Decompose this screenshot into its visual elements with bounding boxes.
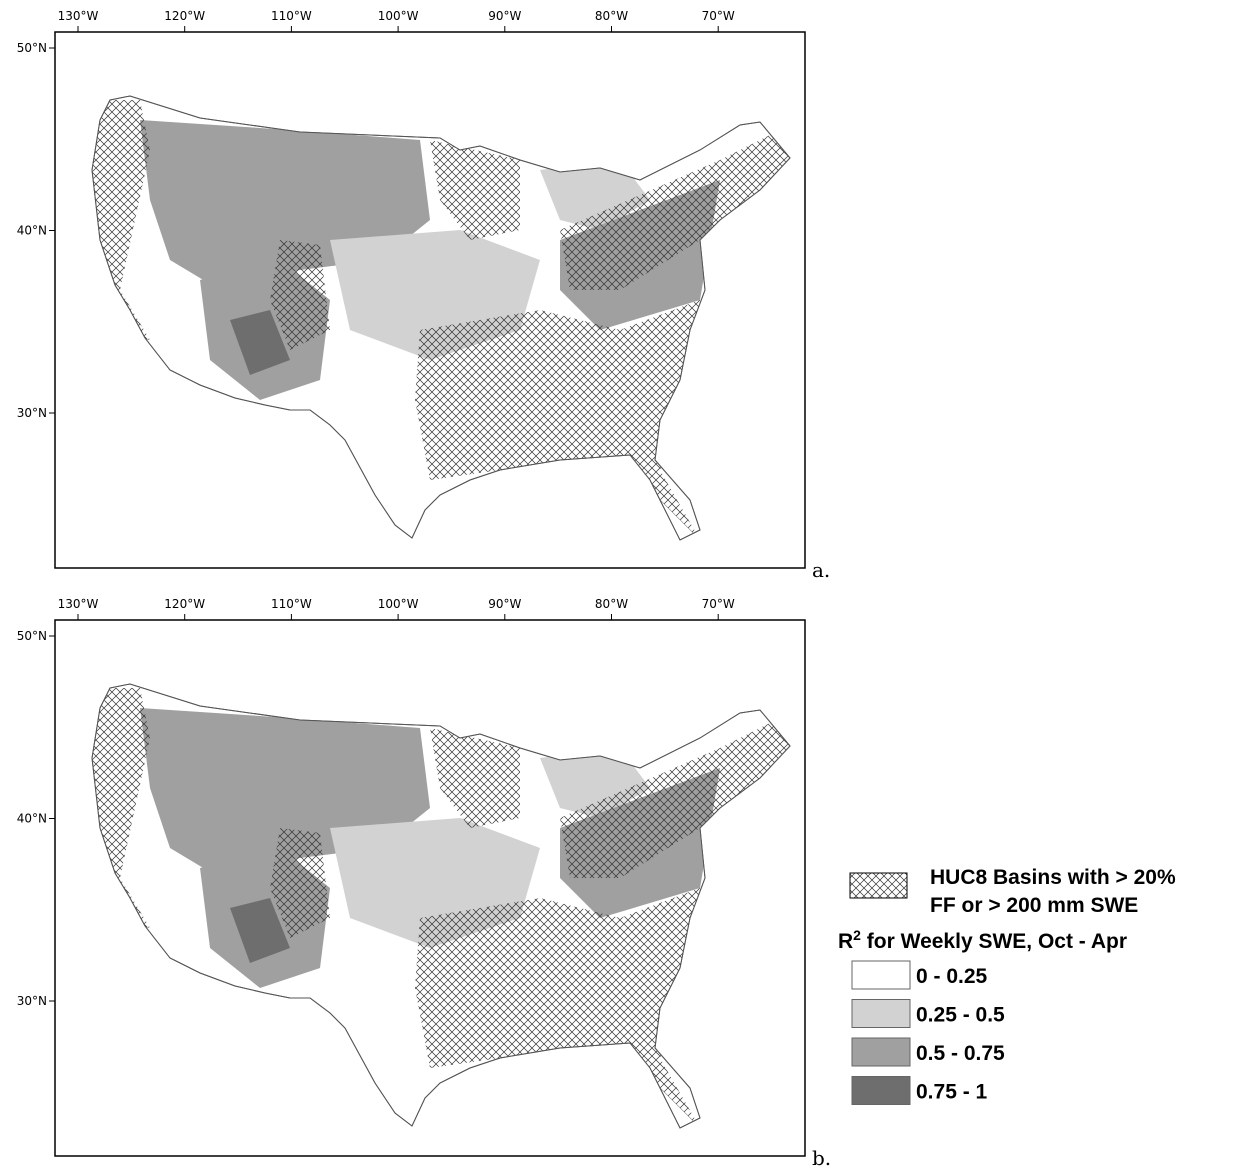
lat-tick-label: 30°N <box>17 994 47 1008</box>
lat-tick-label: 30°N <box>17 406 47 420</box>
class-label: 0.75 - 1 <box>916 1081 988 1104</box>
lon-tick-label: 90°W <box>488 597 521 611</box>
class-swatch <box>852 961 910 989</box>
lon-tick-label: 70°W <box>702 597 735 611</box>
us-map <box>85 96 795 540</box>
class-swatch <box>852 1038 910 1066</box>
lon-tick-label: 130°W <box>58 597 99 611</box>
lon-tick-label: 100°W <box>378 9 419 23</box>
panel-label: a. <box>812 558 830 582</box>
hatch-label: FF or > 200 mm SWE <box>930 894 1138 917</box>
figure: 130°W 120°W 110°W 100°W 90°W 80°W 70°W 50°N 40°N… <box>0 0 1242 1166</box>
class-label: 0 - 0.25 <box>916 965 988 988</box>
lon-tick-label: 80°W <box>595 597 628 611</box>
class-swatch <box>852 1077 910 1105</box>
lat-tick-label: 40°N <box>17 224 47 238</box>
lat-tick-label: 50°N <box>17 629 47 643</box>
lon-tick-label: 130°W <box>58 9 99 23</box>
class-label: 0.5 - 0.75 <box>916 1042 1005 1065</box>
lon-tick-label: 100°W <box>378 597 419 611</box>
legend-title-superscript: 2 <box>853 927 861 943</box>
panels: 130°W 120°W 110°W 100°W 90°W 80°W 70°W 50°N 40°N… <box>17 9 831 1166</box>
lon-tick-label: 70°W <box>702 9 735 23</box>
lon-tick-label: 110°W <box>271 597 312 611</box>
legend: HUC8 Basins with > 20% FF or > 200 mm SW… <box>838 866 1176 1105</box>
lat-tick-label: 50°N <box>17 41 47 55</box>
legend-title: R2 for Weekly SWE, Oct - Apr <box>838 927 1127 953</box>
map-panel: 130°W 120°W 110°W 100°W 90°W 80°W 70°W 50°N 40°N… <box>17 597 831 1166</box>
class-label: 0.25 - 0.5 <box>916 1004 1005 1027</box>
lon-tick-label: 120°W <box>164 597 205 611</box>
lon-tick-label: 110°W <box>271 9 312 23</box>
panel-label: b. <box>812 1146 831 1166</box>
legend-title-suffix: for Weekly SWE, Oct - Apr <box>861 930 1127 953</box>
map-panel: 130°W 120°W 110°W 100°W 90°W 80°W 70°W 50°N 40°N… <box>17 9 831 582</box>
hatch-label: HUC8 Basins with > 20% <box>930 866 1176 889</box>
class-swatch <box>852 1000 910 1028</box>
lon-tick-label: 80°W <box>595 9 628 23</box>
lon-tick-label: 120°W <box>164 9 205 23</box>
lat-tick-label: 40°N <box>17 812 47 826</box>
us-map <box>85 684 795 1128</box>
hatch-swatch <box>850 873 907 898</box>
legend-title-prefix: R <box>838 930 853 953</box>
lon-tick-label: 90°W <box>488 9 521 23</box>
